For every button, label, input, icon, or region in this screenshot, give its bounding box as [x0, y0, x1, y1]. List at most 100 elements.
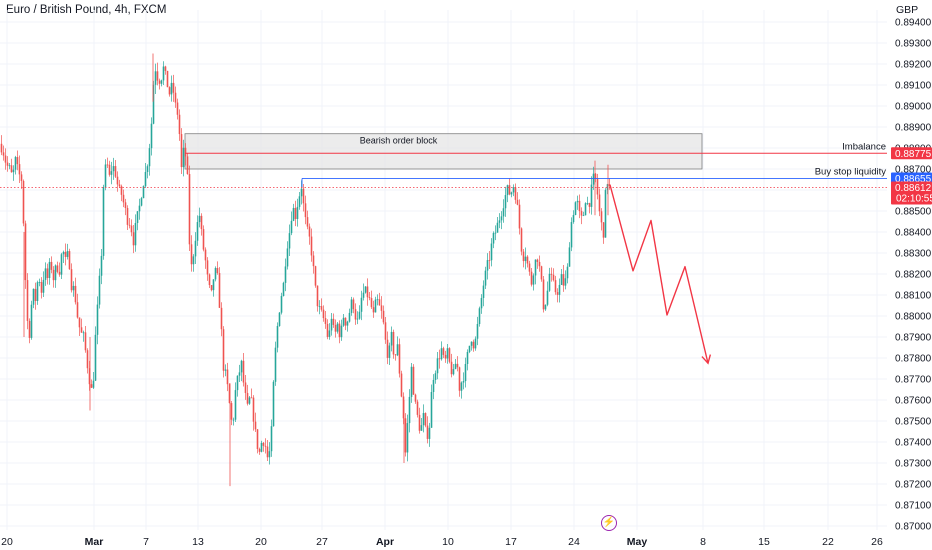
candle-body	[108, 164, 111, 175]
candle-body	[570, 222, 573, 248]
candle-body	[210, 285, 213, 291]
candle-body	[420, 425, 423, 431]
candle-body	[510, 192, 513, 195]
x-tick-label: 15	[758, 536, 770, 548]
candle-body	[246, 392, 249, 404]
candle-body	[604, 190, 607, 238]
candle-body	[140, 198, 143, 206]
candle-body	[380, 305, 383, 311]
candle-body	[358, 311, 361, 319]
candle-body	[116, 176, 119, 185]
candle-body	[12, 169, 15, 173]
y-tick-label: 0.87400	[895, 438, 932, 449]
candle-body	[68, 251, 71, 270]
candle-body	[296, 206, 299, 219]
candle-body	[106, 164, 109, 166]
candle-body	[86, 350, 89, 369]
candle-body	[472, 341, 475, 349]
candle-body	[322, 309, 325, 319]
candle-body	[600, 211, 603, 223]
y-tick-label: 0.89300	[895, 39, 932, 50]
candle-body	[150, 123, 153, 149]
candle-body	[516, 199, 519, 205]
candle-body	[294, 207, 297, 219]
candle-body	[488, 260, 491, 261]
y-tick-label: 0.88300	[895, 249, 932, 260]
x-tick-label: 27	[316, 536, 328, 548]
candle-body	[542, 279, 545, 310]
candle-body	[208, 274, 211, 286]
candle-body	[314, 266, 317, 286]
candle-body	[470, 341, 473, 346]
candle-body	[240, 360, 243, 373]
candle-body	[388, 345, 391, 358]
candle-body	[214, 268, 217, 280]
candle-body	[432, 379, 435, 392]
y-tick-label: 0.87700	[895, 375, 932, 386]
candle-body	[362, 292, 365, 298]
candle-body	[58, 271, 61, 275]
x-tick-label: Mar	[85, 536, 104, 548]
candle-body	[448, 348, 451, 362]
candle-body	[10, 165, 13, 173]
candle-body	[46, 268, 49, 279]
candle-body	[160, 80, 163, 84]
candle-body	[90, 384, 93, 388]
candle-body	[222, 329, 225, 371]
candle-body	[394, 354, 397, 356]
candle-body	[302, 188, 305, 204]
candle-body	[498, 220, 501, 223]
candle-body	[24, 223, 27, 281]
candle-body	[2, 152, 5, 156]
candle-body	[88, 368, 91, 385]
candle-body	[532, 275, 535, 285]
candle-body	[78, 317, 81, 328]
candle-body	[320, 306, 323, 310]
price-axis[interactable]: 0.87000 0.87100 0.87200 0.87300 0.87400 0.875…	[895, 18, 932, 533]
candle-body	[256, 429, 259, 449]
candle-body	[390, 331, 393, 346]
candle-body	[474, 338, 477, 349]
candle-body	[62, 251, 65, 255]
candle-body	[100, 255, 103, 276]
candle-body	[392, 331, 395, 355]
x-tick-label: 20	[255, 536, 267, 548]
candle-body	[460, 382, 463, 391]
y-tick-label: 0.88700	[895, 165, 932, 176]
candle-body	[584, 203, 587, 216]
candle-body	[384, 322, 387, 340]
x-tick-label: 24	[568, 536, 580, 548]
candle-body	[200, 215, 203, 230]
candle-body	[514, 187, 517, 200]
candle-body	[230, 403, 233, 420]
candle-body	[16, 157, 19, 165]
grid-lines	[0, 10, 887, 530]
candle-body	[232, 419, 235, 421]
x-tick-label: 17	[505, 536, 517, 548]
candle-body	[578, 200, 581, 212]
y-tick-label: 0.87000	[895, 522, 932, 533]
candle-body	[180, 134, 183, 168]
time-axis[interactable]: 20 Mar 7 13 20 27 Apr 10 17 24 May 8 15 22 26	[1, 536, 883, 548]
x-tick-label: May	[627, 536, 648, 548]
candle-body	[598, 194, 601, 212]
candle-body	[456, 363, 459, 368]
candle-body	[410, 366, 413, 397]
candle-body	[192, 256, 195, 265]
candle-body	[334, 324, 337, 332]
chart-symbol-title[interactable]: Euro / British Pound, 4h, FXCM	[6, 4, 167, 16]
candle-body	[590, 184, 593, 207]
candle-body	[426, 425, 429, 439]
candle-body	[252, 397, 255, 422]
candle-body	[0, 143, 3, 153]
x-tick-label: 22	[822, 536, 834, 548]
candle-body	[406, 423, 409, 453]
candle-body	[342, 317, 345, 326]
candle-body	[32, 288, 35, 305]
candle-body	[122, 194, 125, 203]
lightning-icon[interactable]: ⚡	[601, 515, 617, 531]
candle-body	[476, 324, 479, 339]
candle-body	[288, 233, 291, 249]
candle-body	[206, 260, 209, 275]
